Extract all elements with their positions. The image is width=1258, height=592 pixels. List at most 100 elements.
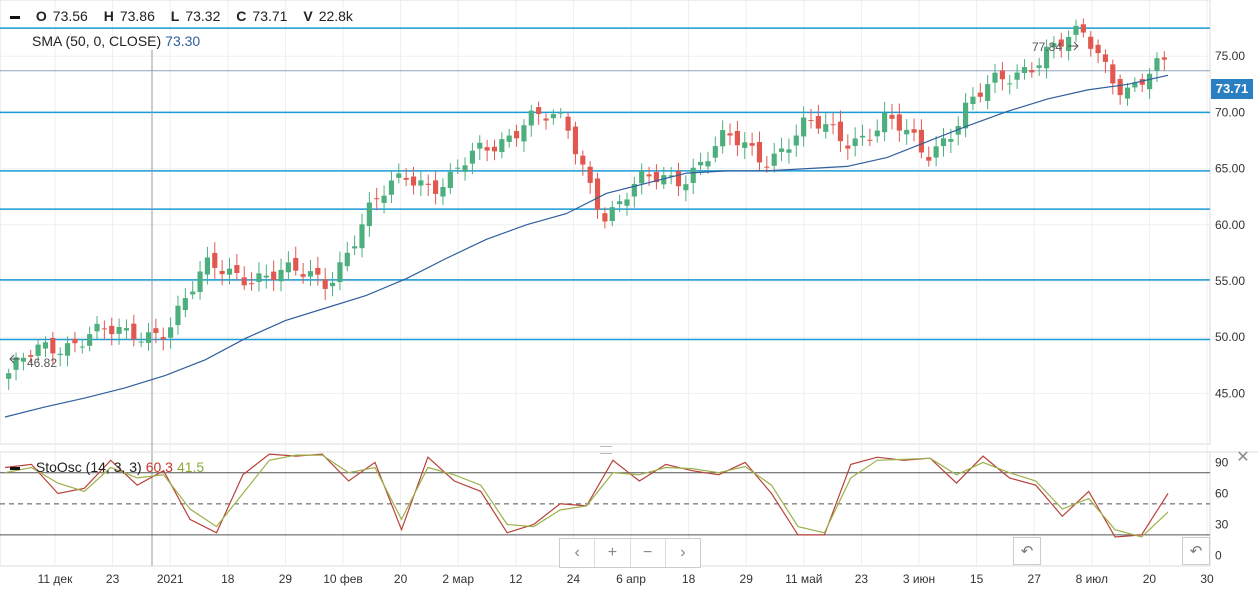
candle-body (138, 341, 144, 343)
x-tick-label: 2021 (157, 572, 184, 586)
candle-body (469, 150, 475, 164)
candle-body (1043, 46, 1050, 69)
candle-body (837, 121, 844, 142)
candle-body (1102, 54, 1109, 62)
x-tick-label: 18 (221, 572, 235, 586)
candle-body (668, 175, 674, 177)
reset-scale-button[interactable]: ↶ (1182, 537, 1210, 565)
osc-axis: 90 60 30 0 (1215, 455, 1229, 562)
osc-tick-label: 60 (1215, 486, 1229, 500)
x-tick-label: 6 апр (616, 572, 646, 586)
volume-value: 22.8k (318, 8, 353, 24)
candle-body (94, 323, 100, 332)
candle-body (1088, 36, 1094, 49)
x-tick-label: 23 (855, 572, 869, 586)
candle-body (433, 180, 439, 194)
candle-body (42, 342, 49, 349)
x-tick-label: 12 (509, 572, 523, 586)
candle-body (653, 171, 660, 183)
candle-body (35, 344, 41, 356)
candle-body (977, 92, 983, 97)
x-tick-label: 29 (740, 572, 754, 586)
y-tick-label: 45.00 (1215, 386, 1245, 400)
candle-body (955, 126, 961, 135)
candle-body (852, 138, 858, 147)
candle-body (352, 246, 358, 249)
candle-body (462, 165, 468, 172)
candle-body (1036, 65, 1042, 68)
candle-body (1117, 79, 1123, 96)
candle-body (123, 328, 130, 331)
candle-body (226, 268, 233, 275)
sma-label: SMA (50, 0, CLOSE) (32, 33, 162, 49)
y-tick-label: 70.00 (1215, 105, 1245, 119)
high-label: H (103, 8, 114, 24)
vertical-grid (54, 0, 1208, 566)
y-tick-label: 55.00 (1215, 274, 1245, 288)
candle-body (646, 174, 652, 177)
candle-body (815, 115, 821, 129)
candle-body (867, 139, 873, 141)
collapse-icon[interactable] (10, 466, 20, 470)
candle-body (381, 195, 387, 204)
candle-body (609, 207, 615, 222)
panel-resize-handle[interactable] (600, 446, 612, 454)
candle-body (315, 267, 321, 275)
candle-body (587, 166, 593, 183)
candle-body (1021, 67, 1028, 74)
stoch-legend[interactable]: StoOsc (14, 3, 3) 60.3 41.5 (10, 459, 204, 475)
candle-body (918, 129, 924, 153)
candle-body (1161, 57, 1167, 60)
candle-body (675, 171, 682, 187)
candle-body (786, 149, 792, 153)
candle-body (617, 201, 623, 205)
candle-body (1007, 83, 1013, 85)
y-tick-label: 50.00 (1215, 330, 1245, 344)
candle-body (491, 146, 498, 152)
candle-body (484, 147, 490, 151)
scroll-left-button[interactable]: ‹ (560, 539, 596, 567)
candle-body (337, 262, 343, 283)
candle-body (403, 177, 409, 180)
collapse-icon[interactable] (10, 15, 20, 19)
zoom-in-button[interactable]: + (595, 539, 631, 567)
candle-body (293, 257, 299, 271)
candle-body (631, 183, 637, 197)
candle-body (307, 271, 314, 277)
candle-body (168, 327, 174, 338)
candle-body (793, 135, 799, 146)
candle-body (256, 273, 262, 282)
candle-body (197, 271, 203, 293)
stoch-d-line (4, 454, 1169, 538)
candle-body (1147, 73, 1153, 90)
price-panel: 75.00 70.00 65.00 60.00 55.00 50.00 45.00 77.8… (0, 0, 1245, 566)
y-tick-label: 75.00 (1215, 49, 1245, 63)
candle-body (447, 171, 453, 189)
candle-body (131, 323, 137, 340)
sma-legend[interactable]: SMA (50, 0, CLOSE) 73.30 (32, 33, 200, 49)
candle-body (1051, 43, 1057, 48)
candle-body (109, 325, 115, 335)
candle-body (896, 114, 902, 131)
candle-body (212, 252, 218, 268)
candle-body (639, 170, 645, 184)
candles (6, 18, 1167, 391)
candle-body (410, 176, 417, 186)
ohlc-legend: O 73.56 H 73.86 L 73.32 C 73.71 V 22.8k (10, 8, 365, 24)
zoom-out-button[interactable]: − (631, 539, 666, 567)
candle-body (440, 186, 446, 197)
candle-body (285, 262, 291, 273)
reset-chart-button[interactable]: ↶ (1013, 537, 1041, 565)
close-icon[interactable]: ✕ (1236, 449, 1250, 466)
candle-body (580, 155, 586, 165)
candle-body (904, 129, 910, 135)
scroll-right-button[interactable]: › (680, 544, 686, 561)
candle-body (963, 102, 969, 129)
high-value: 73.86 (119, 8, 155, 24)
candle-body (79, 346, 85, 348)
x-tick-label: 18 (682, 572, 696, 586)
candle-body (940, 138, 947, 147)
candle-body (985, 84, 991, 101)
sma-value: 73.30 (165, 33, 201, 49)
